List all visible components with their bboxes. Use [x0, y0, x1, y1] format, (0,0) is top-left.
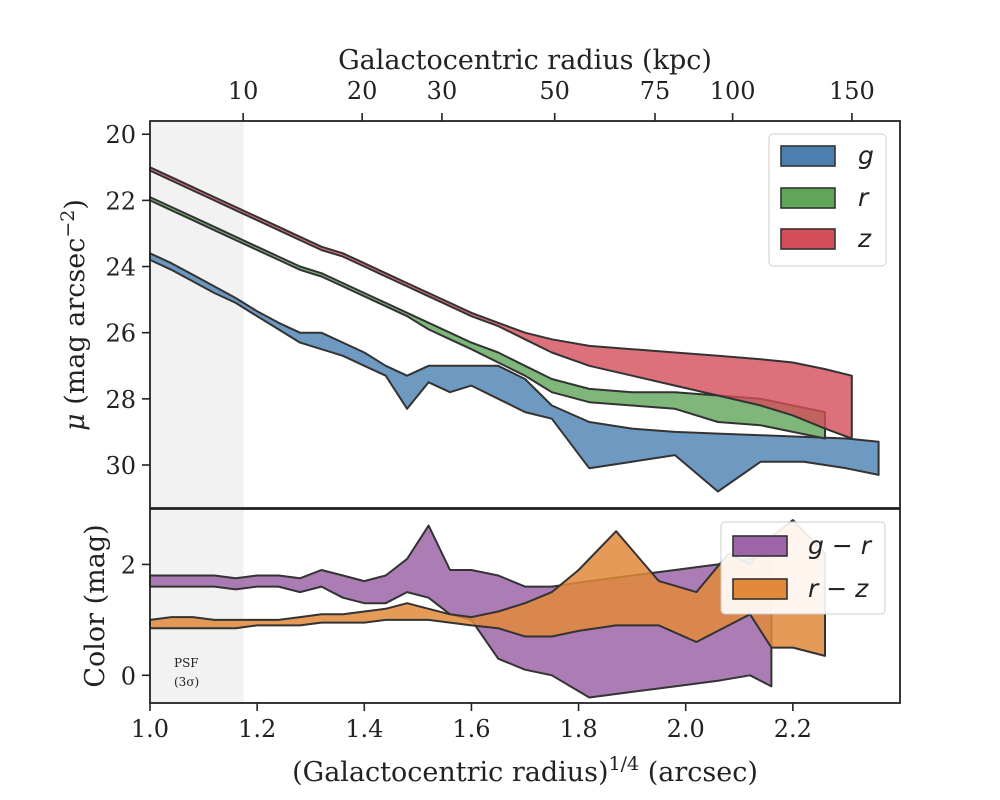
top-kpc-axis: 10 20 30 50 75 100 150 — [228, 77, 875, 121]
top-y-tick-label: 20 — [105, 121, 136, 149]
psf-note-line1: PSF — [174, 656, 199, 670]
band-r — [149, 196, 826, 440]
top-y-tick-label: 24 — [105, 254, 136, 282]
bottom-x-tick-label: 1.8 — [559, 715, 597, 743]
band-g-r — [149, 524, 773, 699]
legend-label-g-r: g − r — [808, 531, 873, 560]
top-y-tick-label: 22 — [105, 187, 136, 215]
top-y-axis-unit: (mag arcsec — [60, 238, 91, 414]
surface-brightness-series — [149, 166, 880, 493]
bottom-y-axis: 02 — [121, 551, 150, 690]
x-axis-title-exponent: 1/4 — [609, 753, 640, 775]
legend-swatch-r-z — [732, 578, 788, 600]
top-y-tick-label: 26 — [105, 320, 136, 348]
bottom-x-tick-label: 1.0 — [131, 715, 169, 743]
psf-shade-top — [150, 121, 244, 508]
bottom-x-tick-label: 2.0 — [667, 715, 705, 743]
kpc-tick-label: 100 — [710, 77, 756, 105]
bottom-y-tick-label: 2 — [121, 551, 136, 579]
bottom-y-tick-label: 0 — [121, 662, 136, 690]
bottom-y-axis-title: Color (mag) — [80, 524, 111, 687]
x-axis-title-unit: (arcsec) — [639, 757, 758, 788]
legend-swatch-g-r — [732, 535, 788, 557]
psf-shade-bottom — [150, 509, 244, 703]
band-z — [149, 166, 853, 440]
kpc-tick-label: 20 — [347, 77, 378, 105]
surface-brightness-panel: 20 22 24 26 28 30 10 20 30 50 75 100 150 Galactocen… — [57, 45, 901, 509]
top-y-axis-close: ) — [60, 199, 91, 210]
kpc-tick-label: 75 — [640, 77, 671, 105]
top-y-axis: 20 22 24 26 28 30 — [105, 121, 150, 480]
bottom-legend: g − r r − z — [720, 521, 886, 615]
bottom-x-tick-label: 1.6 — [452, 715, 490, 743]
bottom-x-tick-label: 2.2 — [774, 715, 812, 743]
psf-note-line2: (3σ) — [174, 675, 199, 689]
kpc-tick-label: 30 — [427, 77, 458, 105]
kpc-tick-label: 50 — [539, 77, 570, 105]
legend-label-r-z: r − z — [808, 574, 869, 603]
top-legend: g r z — [768, 133, 887, 267]
bottom-x-tick-label: 1.2 — [238, 715, 276, 743]
top-y-axis-title: μ (mag arcsec−2) — [57, 199, 91, 431]
legend-label-z: z — [857, 224, 872, 253]
bottom-axes-frame — [149, 508, 901, 704]
band-r-z — [149, 519, 826, 657]
bottom-x-axis-title: (Galactocentric radius)1/4 (arcsec) — [292, 753, 758, 788]
legend-swatch-z — [780, 228, 836, 250]
legend-label-r: r — [858, 183, 870, 212]
top-y-axis-symbol: μ — [60, 413, 91, 431]
kpc-tick-label: 150 — [829, 77, 875, 105]
band-g — [149, 252, 880, 493]
legend-swatch-g — [780, 145, 836, 167]
top-y-tick-label: 28 — [105, 386, 136, 414]
kpc-tick-label: 10 — [228, 77, 259, 105]
color-series — [149, 519, 826, 699]
bottom-x-axis: 1.0 1.2 1.4 1.6 1.8 2.0 2.2 — [131, 703, 812, 743]
legend-label-g: g — [858, 141, 874, 170]
x-axis-title-main: (Galactocentric radius) — [292, 757, 608, 788]
top-y-axis-exponent: −2 — [57, 210, 79, 238]
kpc-axis-title: Galactocentric radius (kpc) — [338, 45, 712, 76]
top-y-tick-label: 30 — [105, 452, 136, 480]
top-axes-frame — [149, 120, 901, 509]
bottom-x-tick-label: 1.4 — [345, 715, 383, 743]
legend-swatch-r — [780, 187, 836, 209]
color-panel: 02 1.0 1.2 1.4 1.6 1.8 2.0 2.2 (Galactocentric… — [80, 508, 901, 788]
